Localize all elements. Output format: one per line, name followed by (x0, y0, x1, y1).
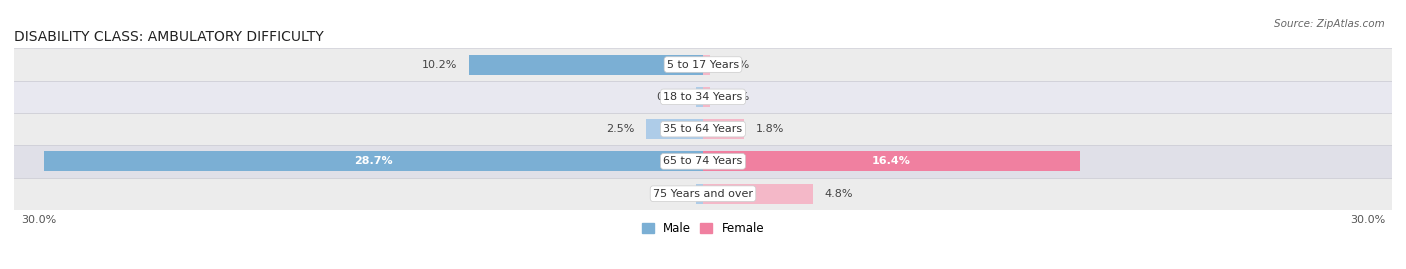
Bar (14, 81, 1392, 113)
Text: 10.2%: 10.2% (422, 59, 457, 70)
Text: 2.5%: 2.5% (606, 124, 634, 134)
Text: 75 Years and over: 75 Years and over (652, 189, 754, 199)
Text: 0.0%: 0.0% (657, 189, 685, 199)
Text: Source: ZipAtlas.com: Source: ZipAtlas.com (1274, 19, 1385, 29)
Text: 0.0%: 0.0% (721, 59, 749, 70)
Bar (14, 113, 1392, 145)
Text: 4.8%: 4.8% (825, 189, 853, 199)
Text: 0.0%: 0.0% (657, 92, 685, 102)
Bar (703, 119, 744, 139)
Text: 28.7%: 28.7% (354, 156, 392, 167)
Text: 35 to 64 Years: 35 to 64 Years (664, 124, 742, 134)
Text: 18 to 34 Years: 18 to 34 Years (664, 92, 742, 102)
Text: DISABILITY CLASS: AMBULATORY DIFFICULTY: DISABILITY CLASS: AMBULATORY DIFFICULTY (14, 30, 323, 44)
Bar (703, 87, 710, 107)
Bar (703, 151, 1080, 171)
Text: 0.0%: 0.0% (721, 92, 749, 102)
Bar (703, 55, 710, 75)
Bar (14, 48, 1392, 81)
Legend: Male, Female: Male, Female (637, 217, 769, 239)
Bar (645, 119, 703, 139)
Bar (703, 184, 813, 204)
Text: 5 to 17 Years: 5 to 17 Years (666, 59, 740, 70)
Bar (696, 184, 703, 204)
Text: 30.0%: 30.0% (1350, 215, 1385, 225)
Bar (468, 55, 703, 75)
Bar (696, 87, 703, 107)
Bar (14, 145, 1392, 178)
Text: 65 to 74 Years: 65 to 74 Years (664, 156, 742, 167)
Text: 1.8%: 1.8% (756, 124, 785, 134)
Bar (44, 151, 703, 171)
Text: 16.4%: 16.4% (872, 156, 911, 167)
Bar (14, 178, 1392, 210)
Text: 30.0%: 30.0% (21, 215, 56, 225)
